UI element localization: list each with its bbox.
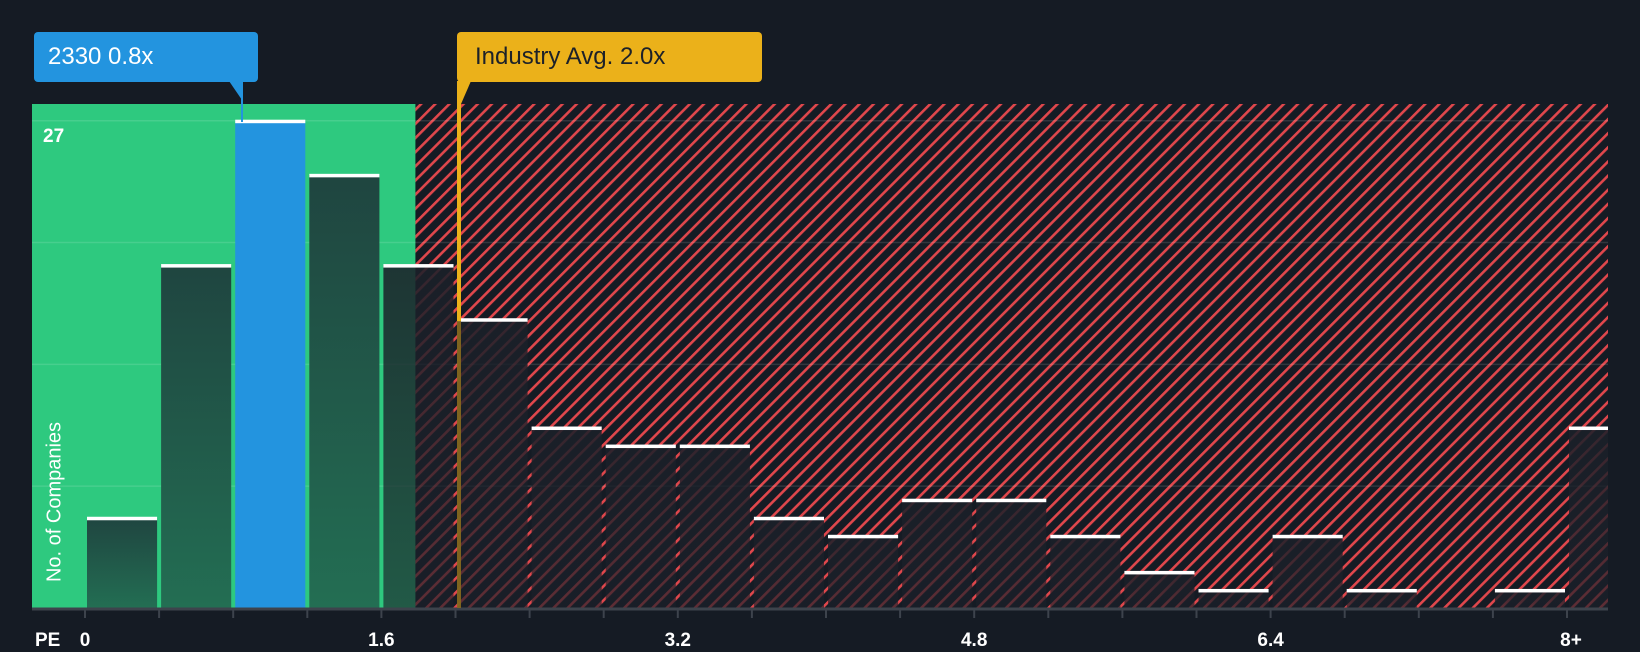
histogram-bar (457, 318, 528, 608)
industry-avg-line-behind-bar (457, 321, 461, 608)
histogram-bars (87, 119, 1608, 608)
histogram-bar (828, 534, 899, 608)
x-axis-title: PE (35, 630, 61, 651)
bar-top-marker (605, 444, 676, 449)
bar-top-marker (235, 119, 306, 124)
histogram-bar (161, 264, 232, 608)
histogram-bar (1050, 534, 1121, 608)
y-axis-max-label: 27 (43, 126, 65, 147)
histogram-bar (605, 444, 676, 608)
bar-top-marker (976, 498, 1047, 503)
bar-top-marker (1494, 588, 1565, 593)
histogram-bar (902, 498, 973, 608)
highlighted-bar (235, 119, 306, 608)
histogram-bar (1124, 570, 1195, 608)
x-tick-label: 1.6 (368, 630, 395, 651)
histogram-bar (753, 516, 824, 608)
x-tick-label: 0 (79, 630, 91, 651)
bar-top-marker (87, 516, 158, 521)
x-tick-label: 3.2 (664, 630, 692, 651)
bar-top-marker (1346, 588, 1417, 593)
x-tick-label: 8+ (1560, 630, 1582, 651)
x-axis (32, 607, 1608, 618)
company-pe-callout: 2330 0.8x (34, 32, 258, 82)
histogram-bar (531, 426, 602, 608)
histogram-bar (383, 264, 454, 608)
x-tick-label: 6.4 (1257, 630, 1284, 651)
bar-top-marker (1198, 588, 1269, 593)
bar-top-marker (457, 318, 528, 322)
industry-avg-label: Industry Avg. 2.0x (475, 43, 666, 70)
histogram-bar (87, 516, 158, 608)
bar-top-marker (383, 264, 454, 268)
bar-top-marker (679, 444, 750, 449)
bar-top-marker (1569, 426, 1608, 431)
bar-top-marker (309, 173, 380, 178)
histogram-bar (1272, 534, 1343, 608)
x-tick-label: 4.8 (960, 630, 988, 651)
bar-top-marker (161, 264, 232, 268)
industry-avg-line (457, 81, 461, 321)
histogram-bar (976, 498, 1047, 608)
bar-top-marker (753, 516, 824, 521)
histogram-bar (1494, 588, 1565, 608)
histogram-bar (309, 173, 380, 608)
company-pe-label: 2330 0.8x (48, 43, 154, 70)
bar-top-marker (1124, 570, 1195, 575)
histogram-bar (679, 444, 750, 608)
industry-avg-callout: Industry Avg. 2.0x (457, 32, 762, 82)
bar-top-marker (828, 534, 899, 539)
markers (229, 81, 471, 608)
bar-top-marker (1050, 534, 1121, 539)
bar-top-marker (902, 498, 973, 503)
histogram-bar (1569, 426, 1608, 608)
y-axis-title: No. of Companies (43, 421, 66, 583)
bar-top-marker (531, 426, 602, 431)
histogram-bar (1346, 588, 1417, 608)
company-callout-pointer (229, 81, 242, 100)
histogram-bar (1198, 588, 1269, 608)
bar-top-marker (1272, 534, 1343, 539)
